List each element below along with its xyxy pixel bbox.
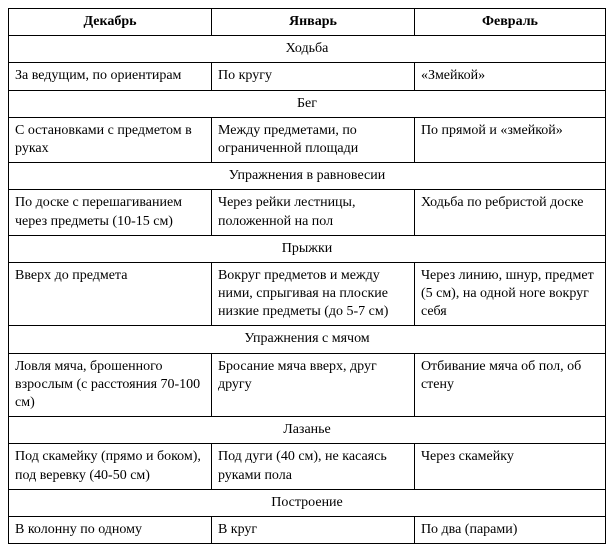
cell-jumps-jan: Вокруг предметов и между ними, спрыгивая… <box>211 262 414 326</box>
cell-formation-feb: По два (парами) <box>414 516 605 543</box>
cell-climbing-dec: Под скамейку (прямо и боком), под веревк… <box>9 444 212 489</box>
section-title-climbing: Лазанье <box>9 417 606 444</box>
cell-climbing-jan: Под дуги (40 см), не ка­саясь руками пол… <box>211 444 414 489</box>
cell-ball-feb: Отбивание мяча об пол, об стену <box>414 353 605 417</box>
cell-balance-dec: По доске с перешаги­ванием через предмет… <box>9 190 212 235</box>
section-title-balance: Упражнения в равновесии <box>9 163 606 190</box>
section-header-row: Прыжки <box>9 235 606 262</box>
section-header-row: Упражнения с мячом <box>9 326 606 353</box>
header-col-january: Январь <box>211 9 414 36</box>
table-row: Вверх до предмета Вокруг предметов и меж… <box>9 262 606 326</box>
table-row: Ловля мяча, брошенно­го взрослым (с расс… <box>9 353 606 417</box>
cell-balance-feb: Ходьба по ребристой доске <box>414 190 605 235</box>
cell-climbing-feb: Через скамейку <box>414 444 605 489</box>
cell-formation-dec: В колонну по одному <box>9 516 212 543</box>
table-row: По доске с перешаги­ванием через предмет… <box>9 190 606 235</box>
section-title-walking: Ходьба <box>9 36 606 63</box>
cell-jumps-feb: Через линию, шнур, предмет (5 см), на од… <box>414 262 605 326</box>
cell-balance-jan: Через рейки лестницы, положенной на пол <box>211 190 414 235</box>
cell-ball-dec: Ловля мяча, брошенно­го взрослым (с расс… <box>9 353 212 417</box>
cell-running-dec: С остановками с пред­метом в руках <box>9 117 212 162</box>
cell-jumps-dec: Вверх до предмета <box>9 262 212 326</box>
section-header-row: Лазанье <box>9 417 606 444</box>
section-header-row: Построение <box>9 489 606 516</box>
table-row: Под скамейку (прямо и боком), под веревк… <box>9 444 606 489</box>
section-title-jumps: Прыжки <box>9 235 606 262</box>
table-row: В колонну по одному В круг По два (парам… <box>9 516 606 543</box>
header-row: Декабрь Январь Февраль <box>9 9 606 36</box>
schedule-table: Декабрь Январь Февраль Ходьба За ведущим… <box>8 8 606 544</box>
cell-walking-dec: За ведущим, по ориен­тирам <box>9 63 212 90</box>
cell-running-jan: Между предметами, по ограниченной площад… <box>211 117 414 162</box>
table-row: С остановками с пред­метом в руках Между… <box>9 117 606 162</box>
section-header-row: Бег <box>9 90 606 117</box>
cell-walking-feb: «Змейкой» <box>414 63 605 90</box>
cell-formation-jan: В круг <box>211 516 414 543</box>
section-header-row: Упражнения в равновесии <box>9 163 606 190</box>
cell-walking-jan: По кругу <box>211 63 414 90</box>
section-title-ball: Упражнения с мячом <box>9 326 606 353</box>
header-col-december: Декабрь <box>9 9 212 36</box>
section-header-row: Ходьба <box>9 36 606 63</box>
section-title-formation: Построение <box>9 489 606 516</box>
cell-ball-jan: Бросание мяча вверх, друг другу <box>211 353 414 417</box>
header-col-february: Февраль <box>414 9 605 36</box>
table-row: За ведущим, по ориен­тирам По кругу «Зме… <box>9 63 606 90</box>
section-title-running: Бег <box>9 90 606 117</box>
cell-running-feb: По прямой и «змейкой» <box>414 117 605 162</box>
